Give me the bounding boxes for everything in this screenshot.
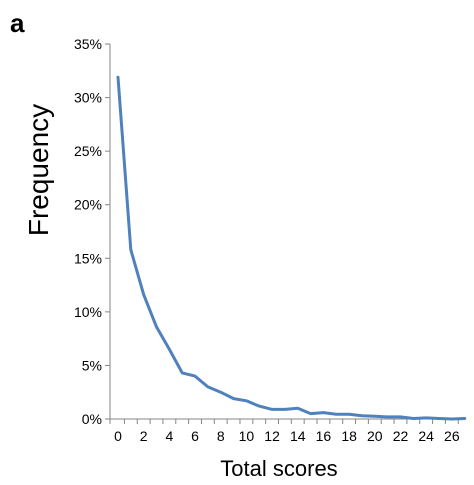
- x-tick-label: 0: [114, 428, 122, 444]
- y-axis-label: Frequency: [23, 104, 54, 236]
- series: [116, 75, 467, 421]
- y-tick-label: 10%: [74, 304, 102, 320]
- x-tick-label: 20: [367, 428, 383, 444]
- ticks: 0%5%10%15%20%25%30%35%0 2 4 6 8 10 12 14 16 18 20 2…: [74, 36, 460, 444]
- axes: [109, 44, 466, 420]
- x-tick-label: 26: [444, 428, 460, 444]
- y-tick-label: 20%: [74, 197, 102, 213]
- x-tick-label: 6: [191, 428, 199, 444]
- x-tick-label: 12: [264, 428, 280, 444]
- x-tick-label: 16: [316, 428, 332, 444]
- x-tick-label: 10: [239, 428, 255, 444]
- y-tick-label: 25%: [74, 143, 102, 159]
- y-tick-label: 35%: [74, 36, 102, 52]
- x-tick-label: 4: [165, 428, 173, 444]
- y-tick-label: 5%: [82, 357, 102, 373]
- y-tick-label: 0%: [82, 411, 102, 427]
- x-tick-label: 8: [217, 428, 225, 444]
- x-tick-label: 22: [393, 428, 409, 444]
- y-tick-label: 15%: [74, 250, 102, 266]
- x-tick-label: 18: [341, 428, 357, 444]
- x-tick-label: 14: [290, 428, 306, 444]
- panel-label: a: [10, 8, 25, 38]
- x-axis-label: Total scores: [220, 456, 337, 481]
- x-tick-label: 24: [418, 428, 434, 444]
- x-tick-label: 2: [140, 428, 148, 444]
- series-line: [116, 75, 467, 421]
- y-tick-label: 30%: [74, 90, 102, 106]
